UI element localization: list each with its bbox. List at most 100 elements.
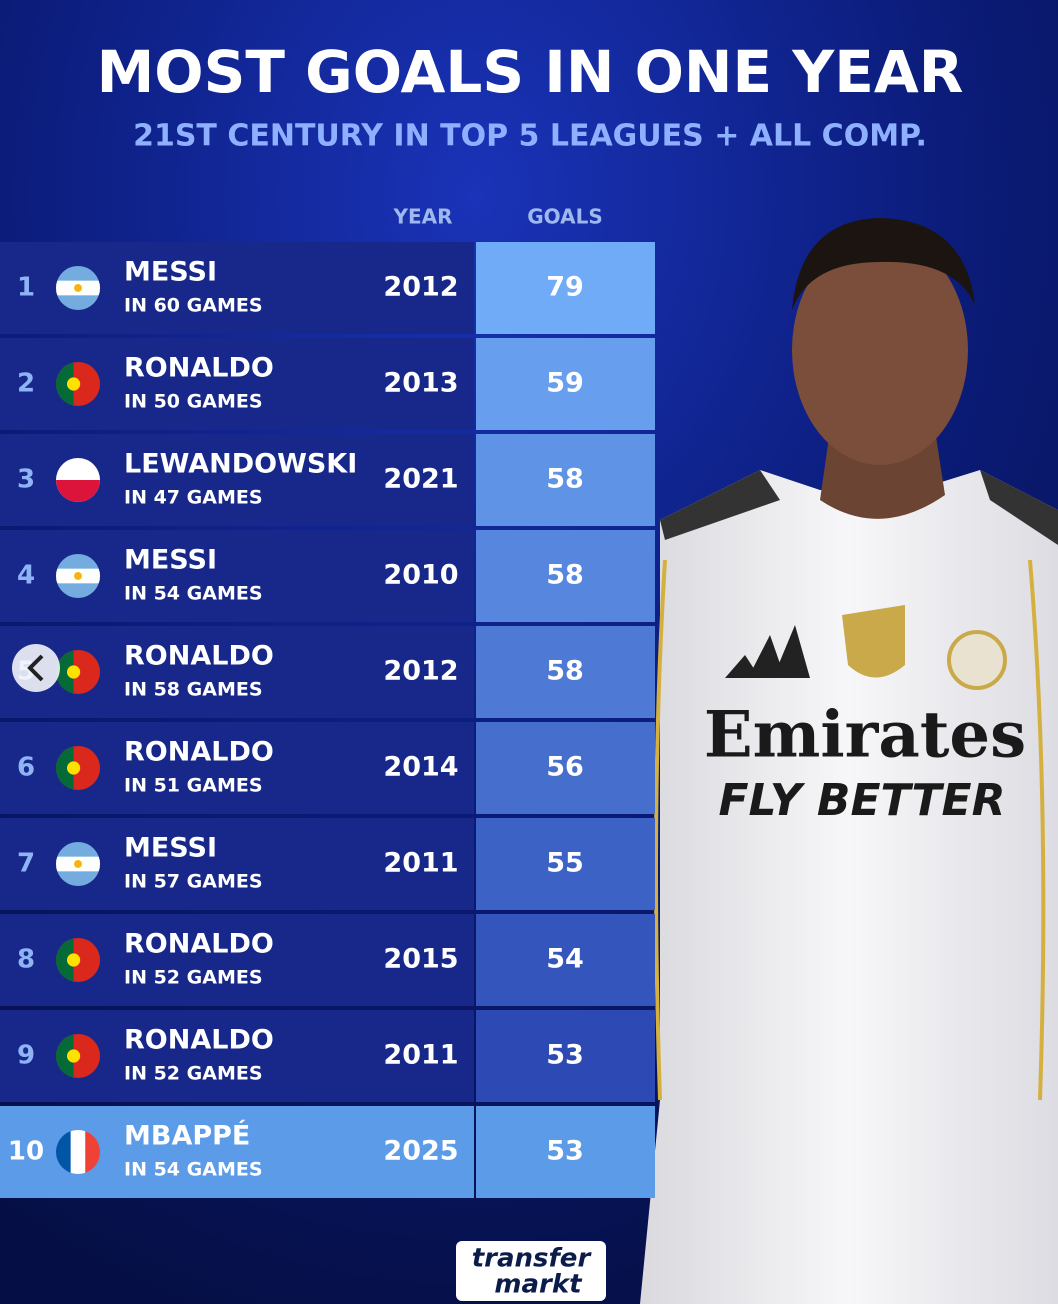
games-count: IN 52 GAMES [124,1063,263,1085]
rank: 2 [17,369,35,399]
flag-icon [56,746,100,790]
flag-icon [56,938,100,982]
flag-body [56,458,100,502]
flag-stripe [56,650,74,694]
table-row: 10 MBAPPÉ IN 54 GAMES 2025 53 [0,1106,655,1198]
goals: 53 [546,1136,584,1167]
player-name: RONALDO [124,929,274,960]
flag-body [56,362,100,406]
rank: 4 [17,561,35,591]
flag-icon [56,266,100,310]
year: 2025 [383,1136,458,1167]
player-name: MESSI [124,257,217,288]
flag-icon [56,842,100,886]
column-header: GOALS [527,205,603,229]
column-header: YEAR [392,205,452,229]
year: 2015 [383,944,458,975]
flag-emblem [67,1049,81,1063]
player-name: MESSI [124,833,217,864]
table-row: 7 MESSI IN 57 GAMES 2011 55 [0,818,655,910]
games-count: IN 58 GAMES [124,679,263,701]
year: 2010 [383,560,458,591]
flag-emblem [67,665,81,679]
goals: 58 [546,560,584,591]
player-name: RONALDO [124,737,274,768]
flag-sun [74,572,82,580]
carousel-prev-button[interactable] [12,644,60,692]
goals-cell [476,1010,655,1102]
player-name: RONALDO [124,1025,274,1056]
goals-cell [476,530,655,622]
goals-cell [476,338,655,430]
title: MOST GOALS IN ONE YEAR [97,38,964,106]
goals-cell [476,242,655,334]
player-name: RONALDO [124,353,274,384]
flag-icon [56,650,100,694]
flag-icon [56,458,100,502]
goals-cell [476,722,655,814]
goals-cell [476,1106,655,1198]
logo-text: markt [494,1270,583,1300]
flag-emblem [67,761,81,775]
flag-icon [56,362,100,406]
flag-stripe [56,746,74,790]
year: 2012 [383,272,458,303]
player-photo: Emirates FLY BETTER [640,218,1058,1304]
goals: 53 [546,1040,584,1071]
flag-body [56,554,100,598]
flag-stripe [56,362,74,406]
year: 2011 [383,1040,458,1071]
flag-stripe [56,938,74,982]
sponsor-text: Emirates [704,698,1026,773]
table-row: 8 RONALDO IN 52 GAMES 2015 54 [0,914,655,1006]
rank: 10 [8,1137,44,1167]
player-name: LEWANDOWSKI [124,449,357,480]
flag-stripe [56,1034,74,1078]
table-row: 2 RONALDO IN 50 GAMES 2013 59 [0,338,655,430]
games-count: IN 52 GAMES [124,967,263,989]
player-name: MBAPPÉ [124,1120,250,1152]
goals: 54 [546,944,584,975]
year: 2021 [383,464,458,495]
goals-cell [476,914,655,1006]
rank: 9 [17,1041,35,1071]
table-row: 6 RONALDO IN 51 GAMES 2014 56 [0,722,655,814]
games-count: IN 51 GAMES [124,775,263,797]
table-row: 3 LEWANDOWSKI IN 47 GAMES 2021 58 [0,434,655,526]
games-count: IN 57 GAMES [124,871,263,893]
goals: 59 [546,368,584,399]
flag-stripe [85,1130,100,1174]
table-row: 1 MESSI IN 60 GAMES 2012 79 [0,242,655,334]
flag-body [56,1130,100,1174]
flag-emblem [67,953,81,967]
logo: transfer markt [456,1241,606,1301]
goals: 56 [546,752,584,783]
goals: 58 [546,656,584,687]
flag-body [56,746,100,790]
rank: 7 [17,849,35,879]
games-count: IN 54 GAMES [124,1159,263,1181]
flag-body [56,1034,100,1078]
goals-cell [476,818,655,910]
flag-icon [56,1130,100,1174]
sponsor-text: FLY BETTER [719,775,1006,826]
flag-icon [56,554,100,598]
flag-body [56,266,100,310]
flag-body [56,938,100,982]
goals: 55 [546,848,584,879]
rank: 1 [17,273,35,303]
goals: 79 [546,272,584,303]
games-count: IN 54 GAMES [124,583,263,605]
flag-body [56,650,100,694]
year: 2013 [383,368,458,399]
player-name: MESSI [124,545,217,576]
flag-stripe [56,1130,71,1174]
table-row: 4 MESSI IN 54 GAMES 2010 58 [0,530,655,622]
games-count: IN 47 GAMES [124,487,263,509]
flag-stripe [70,1130,86,1174]
logo-text: transfer [472,1244,593,1274]
rank: 6 [17,753,35,783]
rank: 3 [17,465,35,495]
